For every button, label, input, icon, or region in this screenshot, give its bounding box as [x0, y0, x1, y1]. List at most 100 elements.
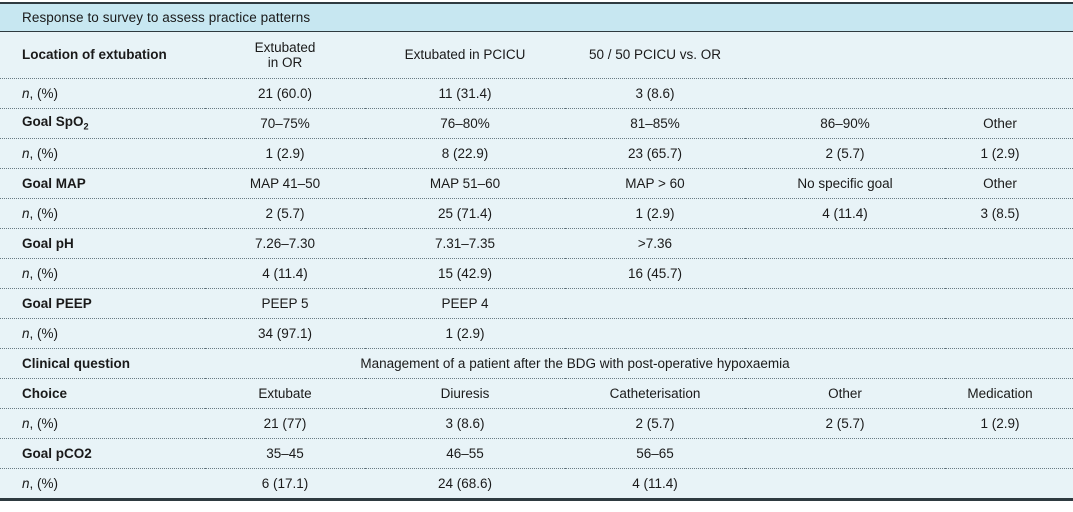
- cell: [745, 32, 945, 78]
- row-label: n, (%): [0, 197, 205, 228]
- cell: Medication: [945, 377, 1073, 408]
- table-title-band: Response to survey to assess practice pa…: [0, 4, 1073, 32]
- table-row: Goal PEEP PEEP 5 PEEP 4: [0, 287, 1073, 318]
- row-label: Goal PEEP: [0, 287, 205, 318]
- cell: Other: [745, 377, 945, 408]
- cell: [745, 287, 945, 318]
- cell: [945, 467, 1073, 498]
- cell: 3 (8.6): [565, 77, 745, 108]
- cell: Diuresis: [365, 377, 565, 408]
- table-row: n, (%) 21 (77) 3 (8.6) 2 (5.7) 2 (5.7) 1 (2.9…: [0, 407, 1073, 438]
- cell: Catheterisation: [565, 377, 745, 408]
- cell: [745, 257, 945, 288]
- cell: [945, 317, 1073, 348]
- cell: 11 (31.4): [365, 77, 565, 108]
- cell: 34 (97.1): [205, 317, 365, 348]
- cell: 15 (42.9): [365, 257, 565, 288]
- cell: Extubated in OR: [254, 39, 316, 70]
- cell: Other: [945, 107, 1073, 138]
- cell: 21 (77): [205, 407, 365, 438]
- cell: 1 (2.9): [945, 137, 1073, 168]
- row-label: n, (%): [0, 317, 205, 348]
- cell: 86–90%: [745, 107, 945, 138]
- survey-table-frame: Response to survey to assess practice pa…: [0, 2, 1073, 501]
- cell: [745, 437, 945, 468]
- cell: 8 (22.9): [365, 137, 565, 168]
- row-label: n, (%): [0, 257, 205, 288]
- row-label: Location of extubation: [22, 47, 167, 63]
- row-label: n, (%): [0, 137, 205, 168]
- cell: [945, 257, 1073, 288]
- cell: 2 (5.7): [745, 137, 945, 168]
- cell: MAP 41–50: [205, 167, 365, 198]
- row-label: Goal SpO2: [0, 107, 205, 138]
- cell: [945, 437, 1073, 468]
- table-row: Goal SpO2 70–75% 76–80% 81–85% 86–90% Other: [0, 107, 1073, 138]
- cell: MAP 51–60: [365, 167, 565, 198]
- cell: >7.36: [565, 227, 745, 258]
- cell: PEEP 4: [365, 287, 565, 318]
- cell: Extubated in PCICU: [404, 47, 526, 63]
- cell: Extubate: [205, 377, 365, 408]
- cell: [745, 77, 945, 108]
- cell: 2 (5.7): [745, 407, 945, 438]
- row-label: Goal pCO2: [0, 437, 205, 468]
- cell: 2 (5.7): [205, 197, 365, 228]
- cell: 46–55: [365, 437, 565, 468]
- cell: 1 (2.9): [365, 317, 565, 348]
- table-row: Goal MAP MAP 41–50 MAP 51–60 MAP > 60 No spe…: [0, 167, 1073, 198]
- cell: [745, 317, 945, 348]
- cell: 2 (5.7): [565, 407, 745, 438]
- table-row: n, (%) 6 (17.1) 24 (68.6) 4 (11.4): [0, 467, 1073, 498]
- cell: PEEP 5: [205, 287, 365, 318]
- cell: 1 (2.9): [565, 197, 745, 228]
- cell: [745, 467, 945, 498]
- table-row: n, (%) 4 (11.4) 15 (42.9) 16 (45.7): [0, 257, 1073, 288]
- cell: 4 (11.4): [205, 257, 365, 288]
- row-label: Choice: [0, 377, 205, 408]
- table-row: Goal pCO2 35–45 46–55 56–65: [0, 437, 1073, 468]
- cell: [945, 227, 1073, 258]
- table-row: n, (%) 2 (5.7) 25 (71.4) 1 (2.9) 4 (11.4) 3 (…: [0, 197, 1073, 228]
- cell: 7.26–7.30: [205, 227, 365, 258]
- table-body: Location of extubation Extubated in OR Ext…: [0, 32, 1073, 498]
- cell: No specific goal: [745, 167, 945, 198]
- cell: 16 (45.7): [565, 257, 745, 288]
- row-label: n, (%): [0, 467, 205, 498]
- cell: 23 (65.7): [565, 137, 745, 168]
- cell: 76–80%: [365, 107, 565, 138]
- table-title: Response to survey to assess practice pa…: [22, 10, 311, 25]
- cell: 7.31–7.35: [365, 227, 565, 258]
- cell: 50 / 50 PCICU vs. OR: [588, 47, 722, 63]
- row-label: Goal pH: [0, 227, 205, 258]
- cell: 81–85%: [565, 107, 745, 138]
- cell: 1 (2.9): [945, 407, 1073, 438]
- table-row: n, (%) 34 (97.1) 1 (2.9): [0, 317, 1073, 348]
- row-label: Goal MAP: [0, 167, 205, 198]
- row-label: n, (%): [0, 407, 205, 438]
- table-row: Clinical question Management of a patient…: [0, 347, 1073, 378]
- cell: [745, 227, 945, 258]
- row-label: n, (%): [0, 77, 205, 108]
- table-row: n, (%) 21 (60.0) 11 (31.4) 3 (8.6): [0, 77, 1073, 108]
- cell: 4 (11.4): [745, 197, 945, 228]
- cell: MAP > 60: [565, 167, 745, 198]
- cell: 70–75%: [205, 107, 365, 138]
- cell: 3 (8.5): [945, 197, 1073, 228]
- cell: [565, 317, 745, 348]
- table-row: Location of extubation Extubated in OR Ext…: [0, 32, 1073, 78]
- cell: [945, 77, 1073, 108]
- table-row: Goal pH 7.26–7.30 7.31–7.35 >7.36: [0, 227, 1073, 258]
- cell: 4 (11.4): [565, 467, 745, 498]
- cell: Other: [945, 167, 1073, 198]
- cell: 56–65: [565, 437, 745, 468]
- cell-empty: [945, 347, 1073, 378]
- cell: 3 (8.6): [365, 407, 565, 438]
- cell: [945, 32, 1073, 78]
- cell: 35–45: [205, 437, 365, 468]
- cell: 21 (60.0): [205, 77, 365, 108]
- row-label: Clinical question: [0, 347, 205, 378]
- cell: 1 (2.9): [205, 137, 365, 168]
- cell: [565, 287, 745, 318]
